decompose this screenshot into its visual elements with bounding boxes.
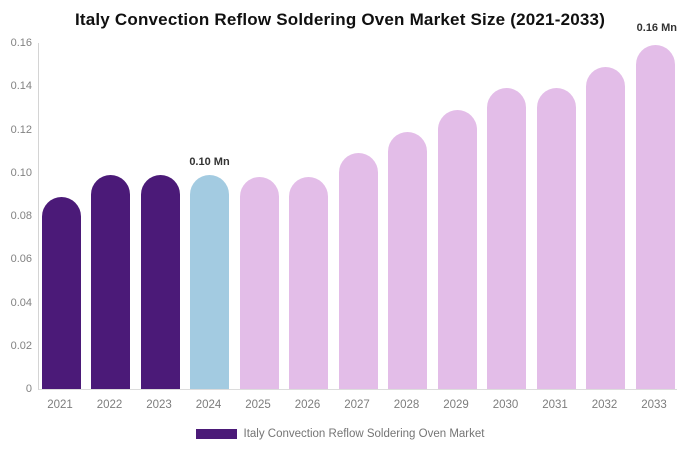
bar-2033[interactable] xyxy=(635,45,675,389)
x-tick-2032: 2032 xyxy=(591,399,618,411)
bar-2029[interactable] xyxy=(437,110,477,389)
x-tick-2033: 2033 xyxy=(641,399,667,411)
bar-2022[interactable] xyxy=(91,174,130,389)
x-tick-2023: 2023 xyxy=(146,399,172,411)
bar-2028[interactable] xyxy=(388,131,427,389)
x-tick-2030: 2030 xyxy=(492,399,519,411)
bar-2023[interactable] xyxy=(140,174,180,389)
bar-2021[interactable] xyxy=(41,196,81,389)
bar-2032[interactable] xyxy=(586,66,625,389)
bar-2025[interactable] xyxy=(239,177,279,389)
bar-2026[interactable] xyxy=(289,177,328,389)
legend-label: Italy Convection Reflow Soldering Oven M… xyxy=(243,428,485,440)
y-tick-0.10: 0.10 xyxy=(10,166,32,179)
annotation-2024-value: 0.10 Mn xyxy=(189,155,230,168)
y-tick-0.08: 0.08 xyxy=(10,210,32,222)
annotation-2033-value: 0.16 Mn xyxy=(636,22,677,34)
bar-2027[interactable] xyxy=(338,153,378,389)
legend-item[interactable]: Italy Convection Reflow Soldering Oven M… xyxy=(0,425,680,443)
x-tick-2026: 2026 xyxy=(294,399,321,411)
bar-2024[interactable] xyxy=(190,174,229,389)
y-tick-0.04: 0.04 xyxy=(10,296,32,309)
bar-2031[interactable] xyxy=(536,88,576,389)
y-tick-0.16: 0.16 xyxy=(10,37,32,49)
x-tick-2031: 2031 xyxy=(542,399,568,411)
x-tick-2029: 2029 xyxy=(443,399,469,411)
y-tick-0: 0 xyxy=(25,383,32,395)
y-tick-0.06: 0.06 xyxy=(10,253,32,266)
x-tick-2028: 2028 xyxy=(393,399,420,411)
chart-title: Italy Convection Reflow Soldering Oven M… xyxy=(74,10,606,29)
x-tick-2027: 2027 xyxy=(344,399,370,411)
bar-2030[interactable] xyxy=(487,88,526,389)
y-tick-0.12: 0.12 xyxy=(10,123,32,136)
x-tick-2021: 2021 xyxy=(47,399,73,411)
x-tick-2022: 2022 xyxy=(96,399,123,411)
y-tick-0.02: 0.02 xyxy=(10,339,32,352)
plot-area: 0.10 Mn xyxy=(38,43,677,390)
legend-swatch xyxy=(195,429,237,439)
y-tick-0.14: 0.14 xyxy=(10,80,32,93)
x-tick-2025: 2025 xyxy=(245,399,271,411)
x-tick-2024: 2024 xyxy=(195,399,222,411)
